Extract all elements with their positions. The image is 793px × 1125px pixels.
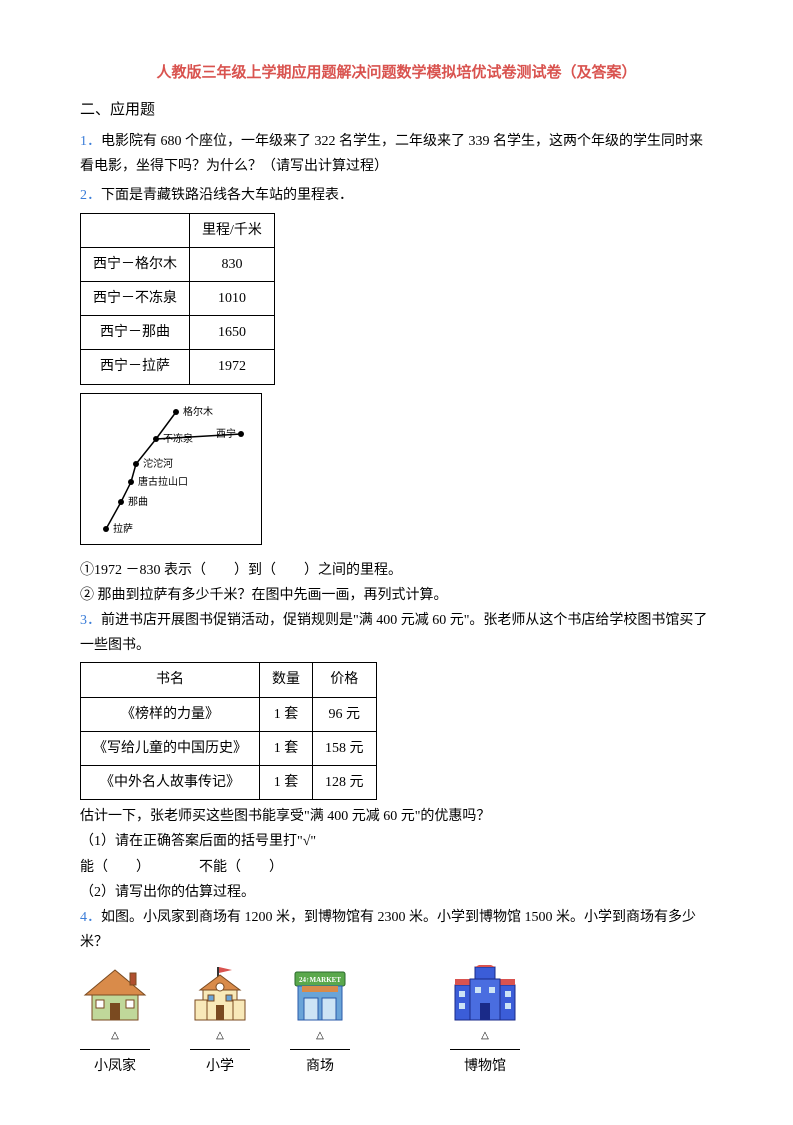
table-cell: 96 元 (313, 697, 377, 731)
q3-options: 能（ ） 不能（ ） (80, 855, 713, 880)
q2-mileage-table: 里程/千米 西宁－格尔木830 西宁－不冻泉1010 西宁－那曲1650 西宁－… (80, 213, 275, 385)
table-row: 《写给儿童的中国历史》1 套158 元 (81, 731, 377, 765)
marker-icon: △ (111, 1027, 119, 1045)
svg-text:唐古拉山口: 唐古拉山口 (138, 475, 188, 488)
q4-text: 如图。小凤家到商场有 1200 米，到博物馆有 2300 米。小学到博物馆 15… (80, 910, 696, 950)
location-museum: △ 博物馆 (450, 965, 520, 1079)
table-row: 西宁－格尔木830 (81, 247, 275, 281)
svg-text:不冻泉: 不冻泉 (163, 432, 193, 445)
railway-route-map: 格尔木不冻泉沱沱河唐古拉山口那曲拉萨 西宁 (80, 393, 262, 545)
museum-icon (450, 965, 520, 1025)
svg-text:西宁: 西宁 (216, 427, 236, 440)
table-cell: 1972 (190, 350, 275, 384)
table-row: 西宁－拉萨1972 (81, 350, 275, 384)
table-row: 书名数量价格 (81, 663, 377, 697)
svg-text:格尔木: 格尔木 (183, 405, 213, 418)
table-row: 里程/千米 (81, 213, 275, 247)
location-label: 小凤家 (94, 1054, 136, 1079)
table-row: 西宁－不冻泉1010 (81, 281, 275, 315)
location-school: △ 小学 (190, 965, 250, 1079)
question-4: 4．如图。小凤家到商场有 1200 米，到博物馆有 2300 米。小学到博物馆 … (80, 905, 713, 955)
q2-text: 下面是青藏铁路沿线各大车站的里程表． (101, 188, 353, 203)
table-cell: 830 (190, 247, 275, 281)
q3-sub1: （1）请在正确答案后面的括号里打"√" (80, 829, 713, 854)
q1-number: 1． (80, 134, 101, 149)
location-xiaofeng-house: △ 小凤家 (80, 965, 150, 1079)
table-cell: 西宁－不冻泉 (81, 281, 190, 315)
table-cell: 数量 (260, 663, 313, 697)
table-cell: 里程/千米 (190, 213, 275, 247)
house-icon (80, 965, 150, 1025)
location-market: 24↑MARKET △ 商场 (290, 970, 350, 1079)
table-cell: 1 套 (260, 731, 313, 765)
svg-text:24↑MARKET: 24↑MARKET (299, 976, 341, 984)
table-cell: 西宁－拉萨 (81, 350, 190, 384)
table-cell: 1650 (190, 316, 275, 350)
svg-text:沱沱河: 沱沱河 (143, 457, 173, 470)
question-2: 2．下面是青藏铁路沿线各大车站的里程表． (80, 183, 713, 208)
q3-sub2: （2）请写出你的估算过程。 (80, 880, 713, 905)
table-cell: 128 元 (313, 766, 377, 800)
table-cell: 158 元 (313, 731, 377, 765)
q3-prompt: 估计一下，张老师买这些图书能享受"满 400 元减 60 元"的优惠吗？ (80, 804, 713, 829)
q3-text: 前进书店开展图书促销活动，促销规则是"满 400 元减 60 元"。张老师从这个… (80, 613, 707, 653)
table-cell (81, 213, 190, 247)
marker-icon: △ (481, 1027, 489, 1045)
table-row: 《榜样的力量》1 套96 元 (81, 697, 377, 731)
svg-text:那曲: 那曲 (128, 496, 148, 508)
table-cell: 《榜样的力量》 (81, 697, 260, 731)
section-header: 二、应用题 (80, 97, 713, 124)
table-row: 《中外名人故事传记》1 套128 元 (81, 766, 377, 800)
marker-icon: △ (216, 1027, 224, 1045)
svg-text:拉萨: 拉萨 (113, 522, 133, 535)
question-1: 1．电影院有 680 个座位，一年级来了 322 名学生，二年级来了 339 名… (80, 129, 713, 179)
marker-icon: △ (316, 1027, 324, 1045)
table-row: 西宁－那曲1650 (81, 316, 275, 350)
table-cell: 西宁－格尔木 (81, 247, 190, 281)
table-cell: 1 套 (260, 697, 313, 731)
q3-books-table: 书名数量价格 《榜样的力量》1 套96 元 《写给儿童的中国历史》1 套158 … (80, 662, 377, 800)
q2-number: 2． (80, 188, 101, 203)
location-label: 小学 (206, 1054, 234, 1079)
location-label: 博物馆 (464, 1054, 506, 1079)
page-title: 人教版三年级上学期应用题解决问题数学模拟培优试卷测试卷（及答案） (80, 60, 713, 87)
market-icon: 24↑MARKET (290, 970, 350, 1025)
table-cell: 《中外名人故事传记》 (81, 766, 260, 800)
table-cell: 价格 (313, 663, 377, 697)
table-cell: 书名 (81, 663, 260, 697)
table-cell: 1010 (190, 281, 275, 315)
q3-number: 3． (80, 613, 101, 628)
school-icon (190, 965, 250, 1025)
table-cell: 西宁－那曲 (81, 316, 190, 350)
question-3: 3．前进书店开展图书促销活动，促销规则是"满 400 元减 60 元"。张老师从… (80, 608, 713, 658)
q2-sub2: ② 那曲到拉萨有多少千米？在图中先画一画，再列式计算。 (80, 583, 713, 608)
q2-sub1: ①1972 －830 表示（ ）到（ ）之间的里程。 (80, 558, 713, 583)
q4-number: 4． (80, 910, 101, 925)
table-cell: 1 套 (260, 766, 313, 800)
q1-text: 电影院有 680 个座位，一年级来了 322 名学生，二年级来了 339 名学生… (80, 134, 703, 174)
table-cell: 《写给儿童的中国历史》 (81, 731, 260, 765)
location-label: 商场 (306, 1054, 334, 1079)
locations-diagram: △ 小凤家 △ 小学 24↑MARKET △ (80, 965, 713, 1079)
